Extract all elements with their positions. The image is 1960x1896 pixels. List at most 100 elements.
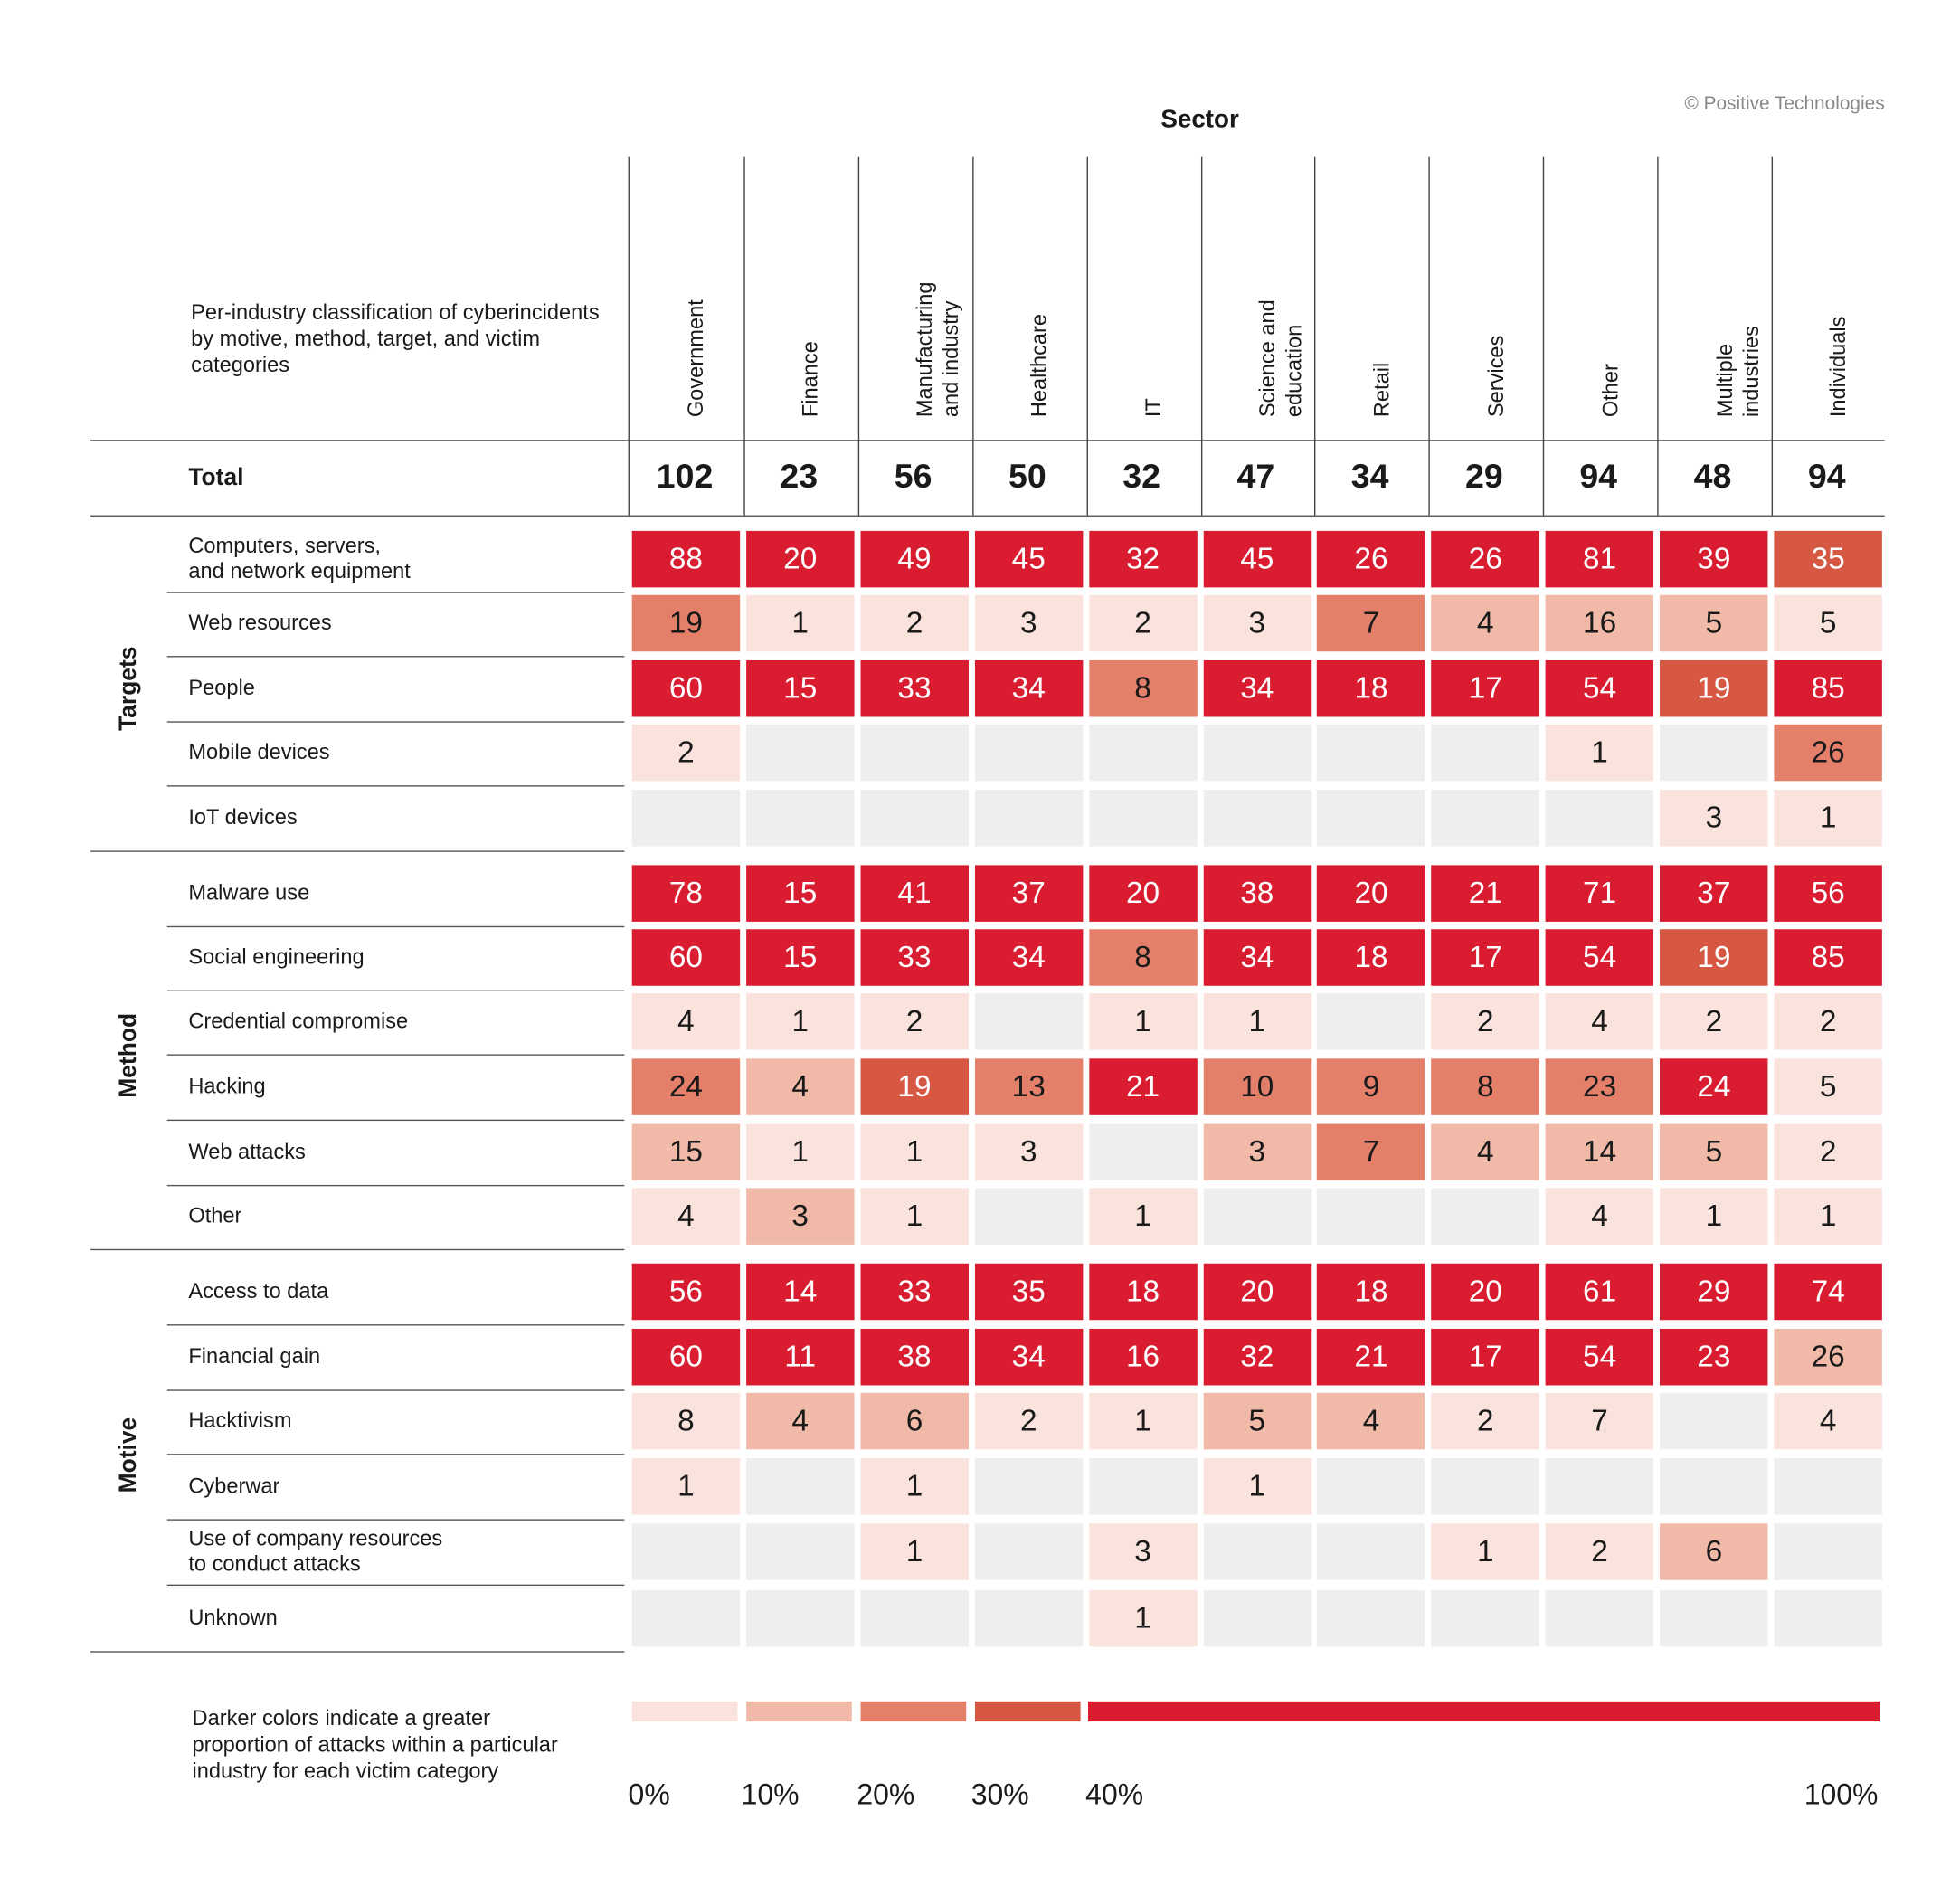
- heatmap-cell: 1: [1774, 1188, 1882, 1245]
- heatmap-cell: 21: [1317, 1328, 1425, 1386]
- heatmap-cell: [1203, 790, 1311, 847]
- heatmap-cell: 6: [1660, 1523, 1768, 1580]
- heatmap-cell: [745, 1589, 855, 1647]
- heatmap-cell: 56: [631, 1263, 741, 1321]
- heatmap-cell: [1317, 993, 1425, 1050]
- heatmap-cell: 21: [1088, 1058, 1198, 1115]
- heatmap-cell: 1: [860, 1458, 969, 1515]
- legend-swatch: [1087, 1701, 1880, 1722]
- total-value: 94: [1807, 457, 1846, 496]
- heatmap-cell: 18: [1317, 929, 1425, 986]
- heatmap-cell: [745, 1458, 855, 1515]
- heatmap-cell: [1088, 1123, 1198, 1181]
- heatmap-cell: 4: [745, 1392, 855, 1450]
- heatmap-cell: 23: [1660, 1328, 1768, 1386]
- heatmap-cell: 74: [1774, 1263, 1882, 1321]
- row-label: People: [188, 676, 255, 700]
- heatmap-cell: 35: [974, 1263, 1083, 1321]
- heatmap-cell: 1: [1545, 724, 1654, 782]
- heatmap-cell: 1: [631, 1458, 741, 1515]
- heatmap-cell: [1317, 1188, 1425, 1245]
- column-divider: [857, 156, 859, 516]
- heatmap-cell: 4: [1545, 1188, 1654, 1245]
- heatmap-cell: 1: [1774, 790, 1882, 847]
- heatmap-cell: 37: [974, 865, 1083, 922]
- column-divider: [1314, 156, 1316, 516]
- heatmap-cell: 81: [1545, 530, 1654, 588]
- heatmap-cell: 4: [631, 993, 741, 1050]
- heatmap-cell: 2: [1545, 1523, 1654, 1580]
- heatmap-cell: 1: [745, 1123, 855, 1181]
- row-divider: [166, 1584, 625, 1587]
- group-label-targets: Targets: [115, 646, 142, 731]
- heatmap-cell: 4: [745, 1058, 855, 1115]
- heatmap-cell: [974, 993, 1083, 1050]
- heatmap-cell: 1: [1088, 1188, 1198, 1245]
- group-divider: [90, 850, 625, 852]
- heatmap-cell: [1545, 790, 1654, 847]
- heatmap-cell: 17: [1431, 1328, 1540, 1386]
- heatmap-cell: 5: [1203, 1392, 1311, 1450]
- heatmap-cell: 1: [860, 1523, 969, 1580]
- heatmap-cell: [1317, 1523, 1425, 1580]
- heatmap-cell: 15: [745, 659, 855, 717]
- heatmap-cell: [1660, 724, 1768, 782]
- heatmap-cell: [974, 724, 1083, 782]
- row-divider: [166, 1119, 625, 1122]
- group-divider: [90, 1651, 625, 1653]
- row-label: Mobile devices: [188, 740, 330, 764]
- heatmap-cell: 10: [1203, 1058, 1311, 1115]
- heatmap-cell: 34: [974, 1328, 1083, 1386]
- heatmap-cell: 9: [1317, 1058, 1425, 1115]
- heatmap-cell: [1088, 724, 1198, 782]
- column-divider: [971, 156, 974, 516]
- heatmap-cell: 24: [631, 1058, 741, 1115]
- heatmap-cell: 14: [1545, 1123, 1654, 1181]
- heatmap-cell: 3: [974, 1123, 1083, 1181]
- heatmap-cell: 38: [860, 1328, 969, 1386]
- heatmap-cell: 20: [745, 530, 855, 588]
- heatmap-cell: [1660, 1589, 1768, 1647]
- heatmap-cell: 1: [860, 1188, 969, 1245]
- heatmap-cell: 2: [631, 724, 741, 782]
- heatmap-cell: 3: [745, 1188, 855, 1245]
- heatmap-cell: [1774, 1589, 1882, 1647]
- heatmap-cell: 26: [1317, 530, 1425, 588]
- heatmap-cell: 56: [1774, 865, 1882, 922]
- heatmap-cell: 3: [1660, 790, 1768, 847]
- total-value: 50: [1008, 457, 1046, 496]
- heatmap-cell: 60: [631, 1328, 741, 1386]
- legend-tick: 40%: [1085, 1778, 1144, 1811]
- row-label: Web attacks: [188, 1139, 306, 1164]
- row-divider: [166, 1454, 625, 1455]
- heatmap-cell: [1545, 1589, 1654, 1647]
- row-label: Social engineering: [188, 944, 365, 969]
- heatmap-cell: 34: [1203, 659, 1311, 717]
- heatmap-cell: [1203, 1188, 1311, 1245]
- legend-description: Darker colors indicate a greater proport…: [192, 1706, 558, 1784]
- row-label: Malware use: [188, 880, 310, 905]
- heatmap-cell: 54: [1545, 659, 1654, 717]
- heatmap-cell: [1088, 790, 1198, 847]
- heatmap-cell: [1088, 1458, 1198, 1515]
- heatmap-cell: 14: [745, 1263, 855, 1321]
- heatmap-cell: [974, 1523, 1083, 1580]
- column-divider: [743, 156, 745, 516]
- heatmap-cell: 54: [1545, 929, 1654, 986]
- total-value: 34: [1350, 457, 1389, 496]
- chart-description: Per-industry classification of cyberinci…: [191, 299, 600, 377]
- column-header: Retail: [1333, 170, 1408, 422]
- header-divider: [90, 440, 1885, 441]
- heatmap-cell: 32: [1203, 1328, 1311, 1386]
- group-label-motive: Motive: [115, 1417, 142, 1493]
- column-header: Science and education: [1218, 170, 1306, 422]
- heatmap-cell: 85: [1774, 929, 1882, 986]
- heatmap-cell: 41: [860, 865, 969, 922]
- heatmap-cell: 60: [631, 659, 741, 717]
- heatmap-cell: 39: [1660, 530, 1768, 588]
- heatmap-cell: 2: [1660, 993, 1768, 1050]
- row-divider: [166, 1519, 625, 1521]
- heatmap-cell: [1774, 1458, 1882, 1515]
- heatmap-cell: 5: [1660, 1123, 1768, 1181]
- row-divider: [166, 1389, 625, 1391]
